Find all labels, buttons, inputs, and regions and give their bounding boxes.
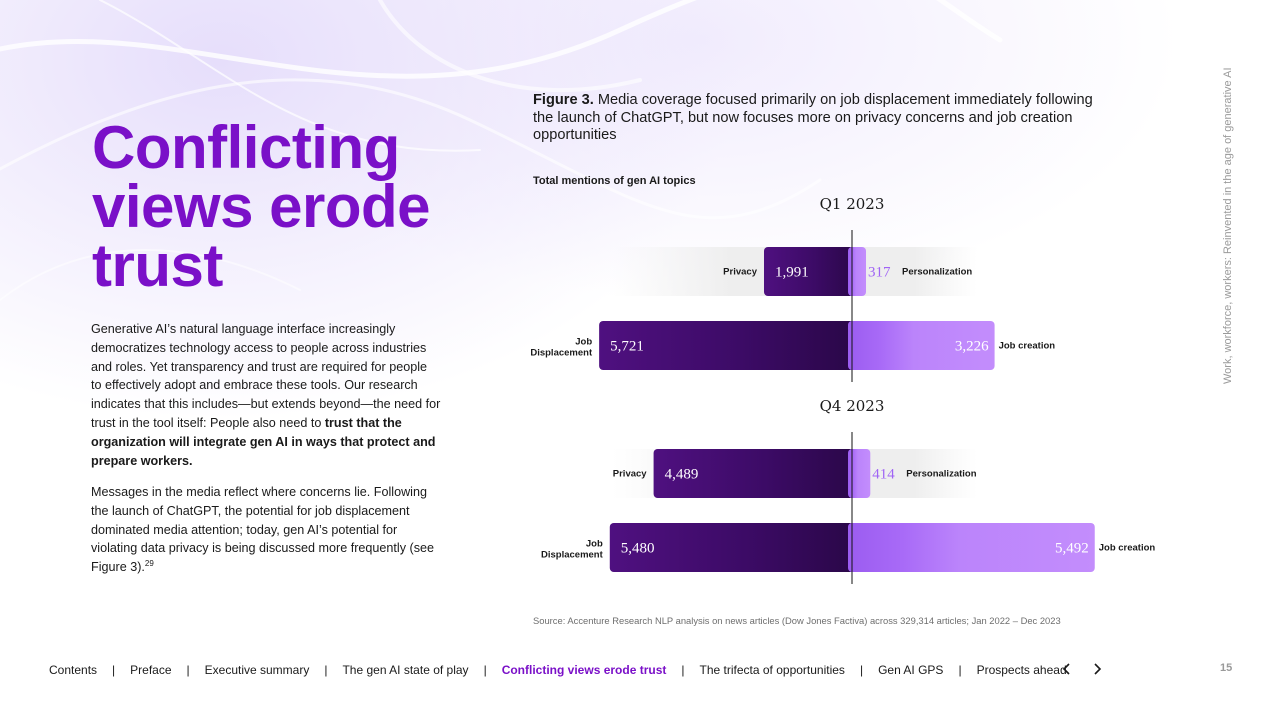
- footer-separator: |: [958, 663, 962, 677]
- bar-track: [852, 449, 977, 498]
- bar-value-left: 5,721: [610, 339, 644, 355]
- figure-caption-text: Media coverage focused primarily on job …: [533, 92, 1093, 144]
- page-number: 15: [1220, 662, 1233, 674]
- chart-period-label: Q1 2023: [820, 195, 885, 213]
- bar-category-right: Personalization: [902, 267, 972, 278]
- figure-caption: Figure 3. Media coverage focused primari…: [533, 92, 1093, 145]
- footer-nav-item[interactable]: The gen AI state of play: [342, 663, 469, 677]
- footer-nav-item[interactable]: Preface: [130, 663, 172, 677]
- diverging-bar-chart: Q1 2023 1,991 317 Privacy Personalization 5,7…: [530, 195, 1156, 584]
- report-title-vertical: Work, workforce, workers: Reinvented in …: [1222, 67, 1234, 384]
- bar-right: [848, 247, 867, 296]
- footer-nav: Contents | Preface | Executive summary | The g…: [49, 662, 1067, 678]
- chevron-left-icon[interactable]: [1060, 660, 1074, 678]
- bar-track: [852, 247, 977, 296]
- bar-left: [763, 247, 856, 296]
- footer-nav-item[interactable]: Contents: [49, 663, 98, 677]
- pager: [1060, 660, 1104, 678]
- bar-left: [599, 321, 856, 370]
- figure-label: Figure 3.: [533, 92, 594, 108]
- footnote-marker[interactable]: 29: [144, 559, 154, 568]
- bar-value-right: 414: [872, 467, 895, 483]
- bar-category-left: Displacement: [541, 550, 604, 561]
- bar-value-right: 3,226: [955, 339, 989, 355]
- bar-category-left: Privacy: [613, 469, 648, 480]
- bar-category-left: Job: [586, 539, 603, 550]
- footer-separator: |: [324, 663, 328, 677]
- bar-value-right: 5,492: [1055, 541, 1089, 557]
- bar-left: [653, 449, 856, 498]
- bar-value-left: 4,489: [665, 467, 699, 483]
- footer-nav-item[interactable]: Executive summary: [204, 663, 310, 677]
- bar-category-left: Displacement: [530, 348, 593, 359]
- bar-category-right: Job creation: [1099, 543, 1156, 554]
- bar-right: [848, 449, 871, 498]
- media-paragraph-text: Messages in the media reflect where conc…: [91, 485, 435, 575]
- bar-value-left: 1,991: [775, 265, 809, 281]
- intro-paragraph-text: Generative AI’s natural language interfa…: [91, 322, 441, 430]
- chevron-right-icon[interactable]: [1090, 660, 1104, 678]
- intro-paragraph: Generative AI’s natural language interfa…: [91, 320, 441, 470]
- footer-nav-item[interactable]: The trifecta of opportunities: [699, 663, 845, 677]
- footer-nav-item[interactable]: Conflicting views erode trust: [501, 663, 667, 677]
- bar-right: [848, 321, 995, 370]
- footer-nav-item[interactable]: Gen AI GPS: [878, 663, 944, 677]
- bar-value-left: 5,480: [621, 541, 655, 557]
- footer-separator: |: [483, 663, 487, 677]
- intro-paragraph-bold: trust that the organization will integra…: [91, 415, 436, 468]
- page-title-line: Conflicting: [92, 114, 400, 181]
- bar-category-left: Privacy: [723, 267, 758, 278]
- bar-right: [848, 523, 1095, 572]
- bar-category-right: Job creation: [999, 341, 1056, 352]
- footer-nav-item[interactable]: Prospects ahead: [976, 663, 1067, 677]
- page-title-line: views erode: [92, 173, 431, 240]
- bar-value-right: 317: [868, 265, 891, 281]
- bar-left: [609, 523, 856, 572]
- chart-source: Source: Accenture Research NLP analysis …: [533, 615, 1061, 626]
- footer-separator: |: [186, 663, 190, 677]
- bar-category-left: Job: [575, 337, 592, 348]
- chart-subtitle: Total mentions of gen AI topics: [533, 175, 696, 187]
- bar-category-right: Personalization: [906, 469, 976, 480]
- page-title: Conflicting views erode trust: [92, 114, 472, 299]
- page-title-line: trust: [92, 232, 223, 299]
- footer-separator: |: [112, 663, 116, 677]
- chart-period-label: Q4 2023: [820, 397, 885, 415]
- media-paragraph: Messages in the media reflect where conc…: [91, 483, 441, 577]
- footer-separator: |: [681, 663, 685, 677]
- footer-separator: |: [859, 663, 864, 677]
